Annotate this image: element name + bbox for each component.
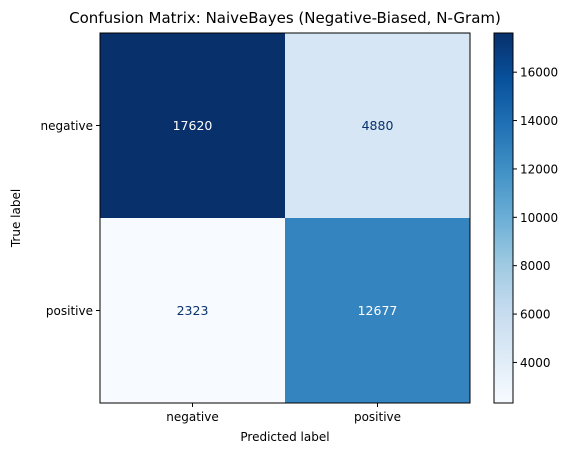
y-axis: negative positive <box>41 119 100 318</box>
colorbar-tick-label: 6000 <box>520 308 551 322</box>
colorbar-tick-label: 12000 <box>520 162 558 176</box>
colorbar-tick-label: 10000 <box>520 211 558 225</box>
heatmap-cell <box>100 218 285 403</box>
x-tick-label: negative <box>166 410 218 424</box>
y-axis-label: True label <box>9 189 23 248</box>
heatmap-cell <box>100 33 285 218</box>
x-tick-label: positive <box>354 410 401 424</box>
y-tick-label: negative <box>41 119 93 133</box>
colorbar-tick-label: 8000 <box>520 259 551 273</box>
cell-value-label: 2323 <box>177 303 209 318</box>
cell-value-label: 17620 <box>173 118 213 133</box>
colorbar-tick-label: 16000 <box>520 66 558 80</box>
x-axis: negative positive <box>166 403 401 424</box>
y-tick-label: positive <box>46 304 93 318</box>
colorbar <box>493 32 514 404</box>
x-axis-label: Predicted label <box>240 430 329 444</box>
plot-frame <box>99 32 471 404</box>
heatmap-cell <box>285 218 470 403</box>
colorbar-axis: 4000 6000 8000 10000 12000 14000 16000 <box>513 66 558 370</box>
cell-value-label: 4880 <box>362 118 394 133</box>
heatmap-cell <box>285 33 470 218</box>
heatmap-cells: 17620 4880 2323 12677 <box>100 33 470 403</box>
cell-value-label: 12677 <box>358 303 398 318</box>
colorbar-tick-label: 4000 <box>520 356 551 370</box>
colorbar-tick-label: 14000 <box>520 114 558 128</box>
chart-title: Confusion Matrix: NaiveBayes (Negative-B… <box>69 9 501 27</box>
